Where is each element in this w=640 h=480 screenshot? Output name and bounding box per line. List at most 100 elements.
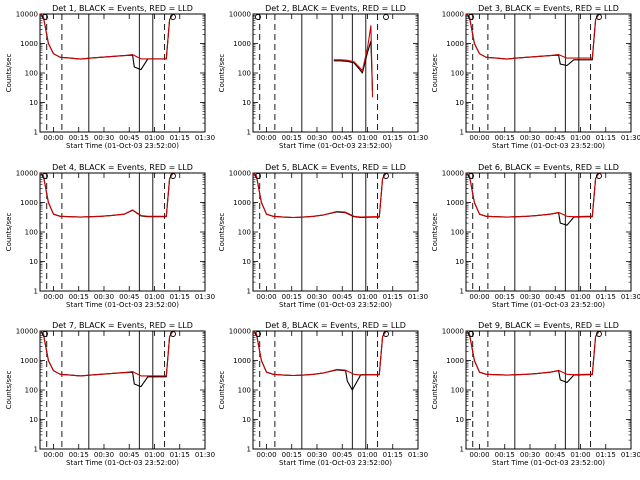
x-tick-label: 01:30 (195, 451, 215, 459)
series-line-lld (333, 25, 374, 98)
y-axis-label: Counts/sec (431, 371, 439, 410)
x-tick-label: 00:00 (43, 293, 63, 301)
y-tick-label: 1000 (233, 357, 251, 365)
y-tick-label: 100 (451, 387, 464, 395)
panel-title: Det 5, BLACK = Events, RED = LLD (265, 163, 406, 172)
panel-det-9: Det 9, BLACK = Events, RED = LLD 1 10 100 10… (431, 321, 640, 467)
x-tick-label: 00:15 (282, 293, 302, 301)
panel-det-7: Det 7, BLACK = Events, RED = LLD 1 10 100 10… (5, 321, 215, 467)
y-axis-label: Counts/sec (431, 54, 439, 93)
x-tick-label: 00:00 (256, 451, 276, 459)
x-axis-label: Start Time (01-Oct-03 23:52:00) (66, 301, 179, 309)
x-tick-label: 00:00 (469, 451, 489, 459)
y-tick-label: 10000 (229, 170, 251, 178)
saa-marker (468, 331, 474, 337)
saa-marker (42, 173, 48, 179)
y-axis-label: Counts/sec (218, 213, 226, 252)
x-tick-label: 00:45 (332, 293, 352, 301)
x-tick-label: 00:45 (545, 451, 565, 459)
y-tick-label: 100 (25, 387, 38, 395)
x-tick-label: 01:30 (195, 134, 215, 142)
x-tick-label: 01:30 (621, 293, 640, 301)
saa-marker (596, 173, 602, 179)
y-tick-label: 100 (238, 229, 251, 237)
x-tick-label: 00:30 (520, 451, 540, 459)
y-axis-label: Counts/sec (5, 213, 13, 252)
x-tick-label: 00:00 (43, 134, 63, 142)
x-tick-label: 00:30 (307, 451, 327, 459)
plot-frame (39, 172, 206, 292)
saa-marker (468, 14, 474, 20)
x-tick-label: 00:00 (43, 451, 63, 459)
x-tick-label: 01:00 (357, 451, 377, 459)
x-tick-label: 01:15 (383, 134, 403, 142)
x-axis-label: Start Time (01-Oct-03 23:52:00) (66, 459, 179, 467)
panel-det-8: Det 8, BLACK = Events, RED = LLD 1 10 100 10… (218, 321, 428, 467)
series-line-lld (39, 13, 174, 60)
plot-frame (465, 330, 632, 450)
x-tick-label: 00:30 (94, 293, 114, 301)
saa-marker (255, 173, 261, 179)
y-tick-label: 10 (29, 99, 38, 107)
x-tick-label: 01:00 (144, 451, 164, 459)
y-axis-label: Counts/sec (218, 371, 226, 410)
saa-marker (255, 14, 261, 20)
y-tick-label: 1 (247, 129, 251, 137)
panel-title: Det 6, BLACK = Events, RED = LLD (478, 163, 619, 172)
y-tick-label: 1 (34, 288, 38, 296)
saa-marker (383, 173, 389, 179)
x-tick-label: 00:15 (69, 293, 89, 301)
y-tick-label: 10 (242, 99, 251, 107)
x-axis-label: Start Time (01-Oct-03 23:52:00) (66, 142, 179, 150)
x-axis-label: Start Time (01-Oct-03 23:52:00) (279, 301, 392, 309)
x-tick-label: 00:45 (119, 451, 139, 459)
y-tick-label: 10 (455, 99, 464, 107)
plot-frame (39, 330, 206, 450)
y-tick-label: 10 (455, 416, 464, 424)
saa-marker (255, 331, 261, 337)
x-tick-label: 00:30 (520, 293, 540, 301)
x-axis-label: Start Time (01-Oct-03 23:52:00) (492, 301, 605, 309)
y-tick-label: 1000 (20, 40, 38, 48)
x-tick-label: 01:15 (170, 293, 190, 301)
y-axis-label: Counts/sec (431, 213, 439, 252)
y-tick-label: 1 (247, 446, 251, 454)
panel-title: Det 7, BLACK = Events, RED = LLD (52, 321, 193, 330)
x-tick-label: 01:15 (596, 134, 616, 142)
x-tick-label: 01:00 (357, 134, 377, 142)
saa-marker (596, 331, 602, 337)
panel-title: Det 9, BLACK = Events, RED = LLD (478, 321, 619, 330)
x-tick-label: 01:15 (170, 451, 190, 459)
y-tick-label: 1 (460, 446, 464, 454)
x-axis-label: Start Time (01-Oct-03 23:52:00) (279, 142, 392, 150)
x-tick-label: 00:15 (69, 134, 89, 142)
series-line-lld (252, 172, 387, 219)
y-tick-label: 1000 (20, 357, 38, 365)
y-tick-label: 10 (455, 258, 464, 266)
panel-title: Det 8, BLACK = Events, RED = LLD (265, 321, 406, 330)
x-tick-label: 01:00 (357, 293, 377, 301)
y-tick-label: 1000 (446, 199, 464, 207)
y-tick-label: 10 (29, 258, 38, 266)
x-tick-label: 01:00 (144, 134, 164, 142)
x-axis-label: Start Time (01-Oct-03 23:52:00) (492, 459, 605, 467)
series-line-lld (252, 330, 387, 377)
panel-title: Det 1, BLACK = Events, RED = LLD (52, 4, 193, 13)
x-axis-label: Start Time (01-Oct-03 23:52:00) (492, 142, 605, 150)
plot-frame (252, 13, 419, 133)
x-tick-label: 00:45 (332, 134, 352, 142)
panel-det-1: Det 1, BLACK = Events, RED = LLD 1 10 100 10… (5, 4, 215, 150)
y-axis-label: Counts/sec (5, 371, 13, 410)
series-line-events (333, 40, 374, 91)
x-tick-label: 01:00 (570, 293, 590, 301)
x-tick-label: 00:15 (495, 293, 515, 301)
x-tick-label: 00:00 (256, 293, 276, 301)
saa-marker (383, 14, 389, 20)
y-axis-label: Counts/sec (5, 54, 13, 93)
panel-det-6: Det 6, BLACK = Events, RED = LLD 1 10 100 10… (431, 163, 640, 309)
x-tick-label: 01:30 (408, 451, 428, 459)
x-tick-label: 00:45 (332, 451, 352, 459)
x-tick-label: 01:00 (144, 293, 164, 301)
x-tick-label: 00:00 (256, 134, 276, 142)
